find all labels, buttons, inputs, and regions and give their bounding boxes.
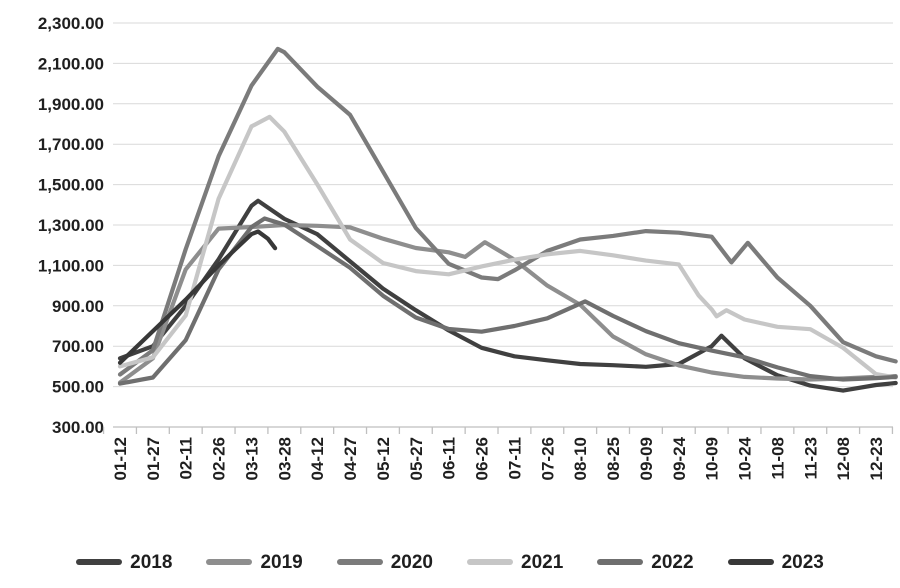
- x-axis-label: 02-26: [210, 437, 229, 480]
- x-axis-label: 08-10: [571, 437, 590, 480]
- x-axis-label: 03-13: [242, 437, 261, 480]
- x-axis-label: 12-23: [867, 437, 886, 480]
- y-axis-label: 2,300.00: [38, 14, 104, 33]
- legend-label: 2023: [781, 551, 824, 573]
- x-axis-label: 06-11: [440, 437, 459, 480]
- x-axis-label: 09-09: [637, 437, 656, 480]
- legend-item-2020: 2020: [336, 551, 433, 573]
- x-axis-label: 04-27: [341, 437, 360, 480]
- y-axis-label: 1,500.00: [38, 176, 104, 195]
- legend-swatch-2021: [467, 559, 513, 565]
- x-axis-label: 04-12: [308, 437, 327, 480]
- x-axis-label: 06-26: [473, 437, 492, 480]
- y-axis-label: 300.00: [52, 418, 104, 437]
- y-axis-label: 500.00: [52, 378, 104, 397]
- legend-item-2023: 2023: [727, 551, 824, 573]
- legend-item-2019: 2019: [206, 551, 303, 573]
- x-axis-label: 05-12: [374, 437, 393, 480]
- chart-legend: 2018 2019 2020 2021 2022 2023: [0, 540, 900, 584]
- x-axis-label: 07-26: [538, 437, 557, 480]
- series-line-2021: [117, 114, 898, 380]
- x-axis-label: 03-28: [275, 437, 294, 480]
- legend-swatch-2023: [727, 559, 774, 565]
- legend-item-2018: 2018: [76, 553, 172, 572]
- series-line-2023: [117, 229, 278, 365]
- legend-item-2021: 2021: [467, 553, 563, 572]
- x-axis-label: 01-27: [144, 437, 163, 480]
- legend-swatch-2022: [597, 559, 644, 565]
- y-axis-label: 1,100.00: [38, 256, 104, 275]
- y-axis-label: 1,700.00: [38, 135, 104, 154]
- y-axis-label: 700.00: [52, 337, 104, 356]
- series-line-2020: [117, 46, 898, 377]
- line-chart: 2,300.00 2,100.00 1,900.00 1,700.00 1,500.00…: [38, 14, 898, 480]
- legend-label: 2019: [260, 551, 303, 573]
- series-line-2019: [117, 222, 898, 385]
- x-axis-label: 08-25: [604, 437, 623, 480]
- legend-label: 2021: [521, 551, 564, 573]
- x-axis-label: 09-24: [670, 436, 689, 480]
- x-axis-label: 07-11: [505, 437, 524, 480]
- series-line-2022: [117, 216, 898, 386]
- x-axis-label: 10-24: [736, 436, 755, 480]
- x-axis-label: 02-11: [177, 437, 196, 480]
- y-axis-label: 900.00: [52, 297, 104, 316]
- legend-swatch-2020: [336, 559, 383, 565]
- legend-label: 2020: [390, 551, 433, 573]
- legend-label: 2018: [130, 551, 173, 573]
- x-axis-label: 12-08: [834, 437, 853, 480]
- y-axis-label: 1,300.00: [38, 216, 104, 235]
- x-axis-label: 01-12: [111, 437, 130, 480]
- legend-item-2022: 2022: [597, 551, 694, 573]
- x-axis-label: 11-08: [768, 437, 787, 480]
- x-axis-label: 05-27: [407, 437, 426, 480]
- x-axis-label: 10-09: [703, 437, 722, 480]
- legend-label: 2022: [651, 551, 694, 573]
- y-axis-label: 2,100.00: [38, 54, 104, 73]
- legend-swatch-2019: [206, 559, 253, 565]
- legend-swatch-2018: [76, 559, 123, 565]
- x-axis-label: 11-23: [801, 437, 820, 480]
- series-line-2018: [117, 198, 898, 393]
- y-axis-label: 1,900.00: [38, 95, 104, 114]
